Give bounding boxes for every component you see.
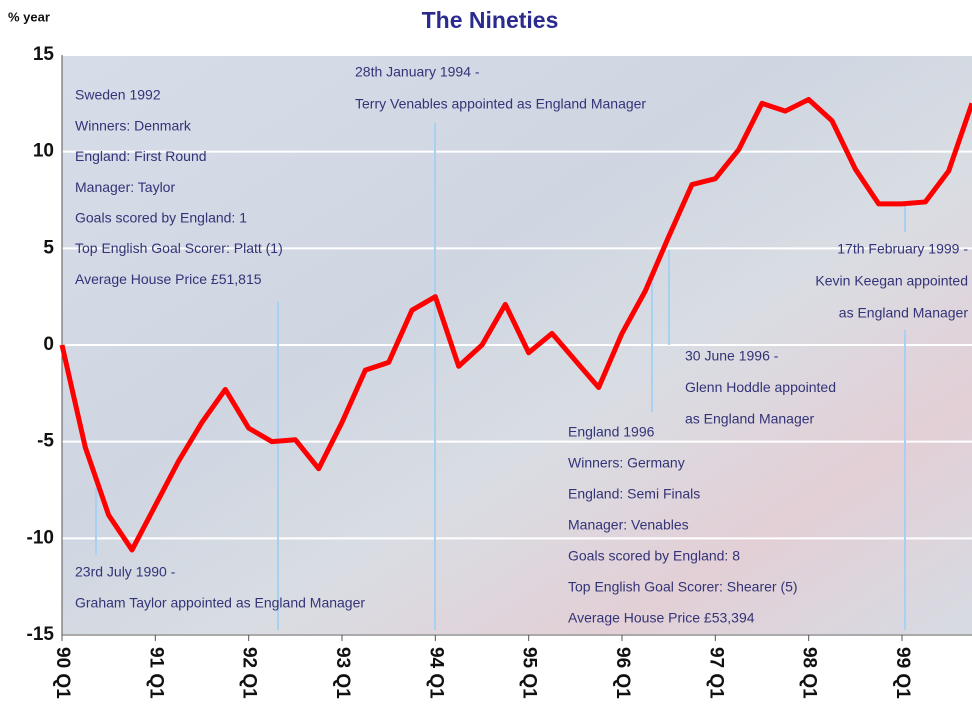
x-tick-label: 98 Q1: [799, 647, 820, 699]
annotation: Winners: Germany: [568, 455, 685, 471]
data-line: [59, 96, 972, 553]
annotation: Average House Price £51,815: [75, 271, 262, 287]
y-tick-label: 0: [43, 334, 54, 355]
x-tick-label: 96 Q1: [612, 647, 633, 699]
x-tick-label: 97 Q1: [705, 647, 726, 699]
annotation: Kevin Keegan appointed: [815, 273, 968, 289]
x-tick-label: 92 Q1: [239, 647, 260, 699]
annotation: Manager: Taylor: [75, 179, 175, 195]
y-tick-label: 10: [33, 141, 54, 162]
annotation: Terry Venables appointed as England Mana…: [355, 96, 646, 112]
annotation: England: Semi Finals: [568, 486, 700, 502]
annotation: Average House Price £53,394: [568, 610, 755, 626]
annotation: Graham Taylor appointed as England Manag…: [75, 595, 365, 611]
annotation: Top English Goal Scorer: Shearer (5): [568, 579, 798, 595]
annotation: England 1996: [568, 424, 655, 440]
annotation: as England Manager: [685, 411, 815, 427]
annotation: as England Manager: [839, 305, 969, 321]
y-axis-label: % year: [8, 9, 50, 24]
chart-title: The Nineties: [422, 7, 559, 33]
x-tick-label: 99 Q1: [892, 647, 913, 699]
annotation: 30 June 1996 -: [685, 348, 779, 364]
annotation: England: First Round: [75, 148, 207, 164]
y-tick-label: -10: [27, 527, 54, 548]
annotation: Sweden 1992: [75, 87, 161, 103]
annotation: 17th February 1999 -: [837, 241, 968, 257]
y-tick-label: 15: [33, 44, 55, 65]
x-tick-label: 94 Q1: [425, 647, 446, 699]
annotation: 28th January 1994 -: [355, 64, 480, 80]
annotation: Winners: Denmark: [75, 117, 192, 133]
x-tick-label: 91 Q1: [145, 647, 166, 699]
y-tick-label: -5: [37, 431, 54, 452]
annotation: Top English Goal Scorer: Platt (1): [75, 240, 283, 256]
x-tick-label: 95 Q1: [519, 647, 540, 699]
leader-lines: [95, 123, 906, 630]
x-tick-label: 93 Q1: [332, 647, 353, 699]
y-tick-label: 5: [43, 237, 54, 258]
annotation: Glenn Hoddle appointed: [685, 379, 836, 395]
annotation: Manager: Venables: [568, 517, 689, 533]
y-tick-label: -15: [27, 624, 55, 645]
x-tick-label: 90 Q1: [52, 647, 73, 699]
annotation: 23rd July 1990 -: [75, 564, 176, 580]
annotation: Goals scored by England: 8: [568, 548, 740, 564]
annotation: Goals scored by England: 1: [75, 210, 247, 226]
